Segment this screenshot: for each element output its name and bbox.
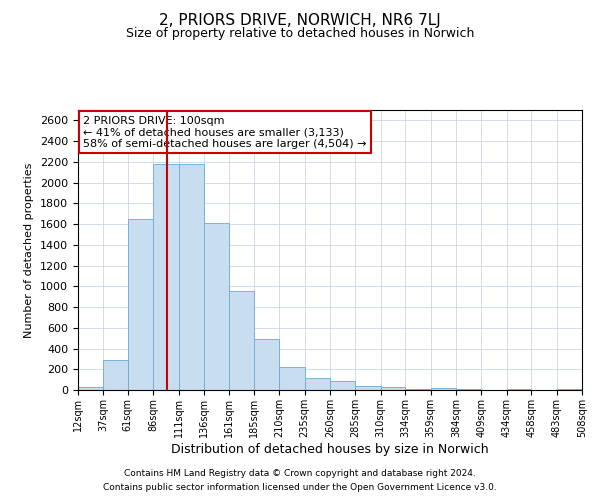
Text: Contains HM Land Registry data © Crown copyright and database right 2024.: Contains HM Land Registry data © Crown c…: [124, 468, 476, 477]
Bar: [305, 378, 330, 390]
Bar: [153, 164, 179, 390]
Bar: [456, 389, 481, 390]
Bar: [103, 360, 128, 390]
Text: 2, PRIORS DRIVE, NORWICH, NR6 7LJ: 2, PRIORS DRIVE, NORWICH, NR6 7LJ: [159, 12, 441, 28]
Bar: [279, 366, 305, 390]
Bar: [355, 386, 381, 390]
Bar: [431, 388, 456, 390]
Text: Size of property relative to detached houses in Norwich: Size of property relative to detached ho…: [126, 28, 474, 40]
X-axis label: Distribution of detached houses by size in Norwich: Distribution of detached houses by size …: [171, 442, 489, 456]
Bar: [204, 223, 229, 390]
Bar: [229, 292, 254, 390]
Bar: [557, 389, 582, 390]
Bar: [254, 338, 279, 390]
Bar: [128, 219, 153, 390]
Bar: [78, 388, 103, 390]
Text: Contains public sector information licensed under the Open Government Licence v3: Contains public sector information licen…: [103, 484, 497, 492]
Bar: [381, 386, 405, 390]
Bar: [330, 381, 355, 390]
Text: 2 PRIORS DRIVE: 100sqm
← 41% of detached houses are smaller (3,133)
58% of semi-: 2 PRIORS DRIVE: 100sqm ← 41% of detached…: [83, 116, 367, 149]
Bar: [507, 389, 531, 390]
Bar: [179, 164, 204, 390]
Y-axis label: Number of detached properties: Number of detached properties: [25, 162, 34, 338]
